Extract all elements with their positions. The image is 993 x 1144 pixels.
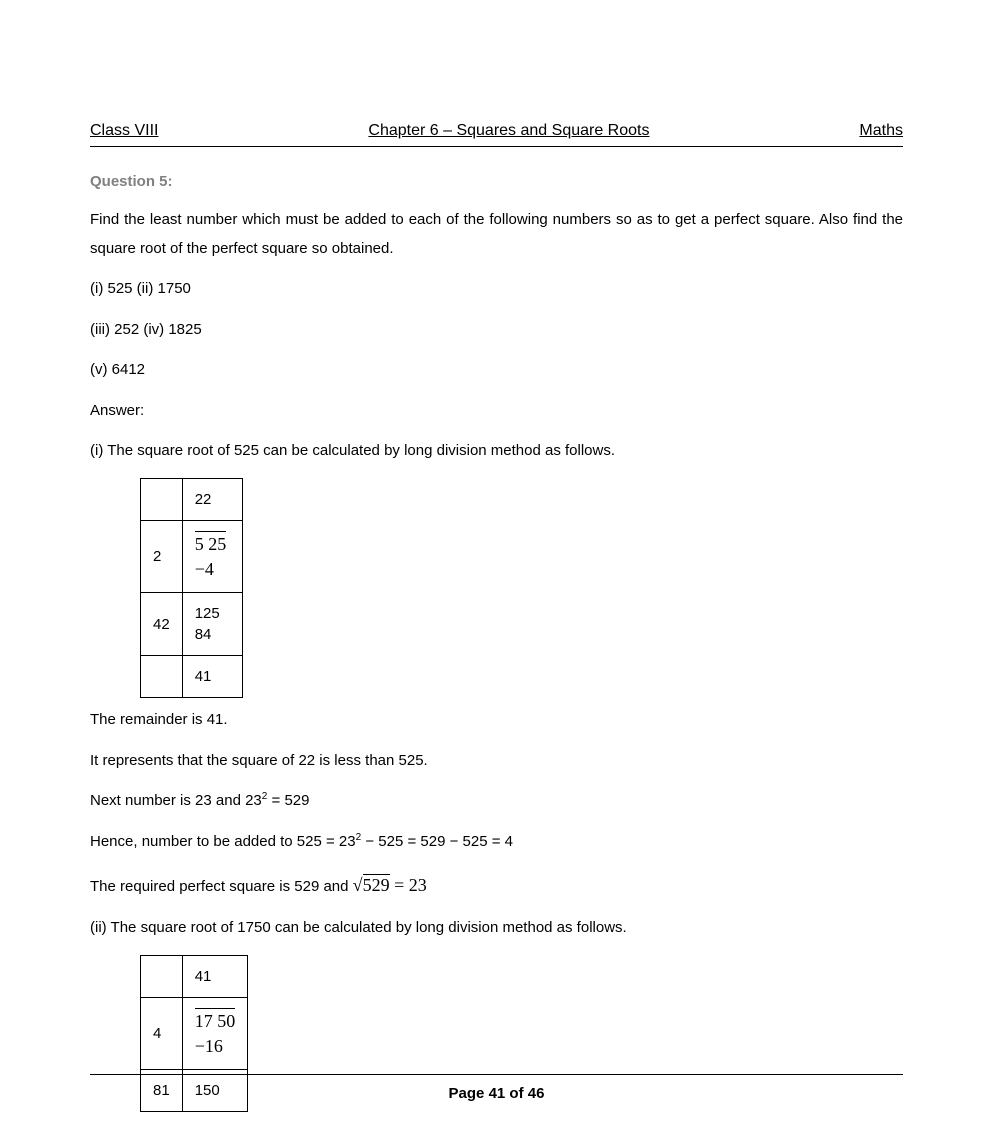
t1-r1c1 [141, 478, 183, 520]
header-class: Class VIII [90, 120, 158, 142]
question-prompt: Find the least number which must be adde… [90, 206, 903, 263]
division-table-525: 22 2 5 25 −4 42 125 84 41 [140, 478, 243, 698]
answer-label: Answer: [90, 397, 903, 426]
part-i-after1: The remainder is 41. [90, 706, 903, 735]
t1-r4c1 [141, 656, 183, 698]
t1-r2c1: 2 [141, 520, 183, 592]
question-parts-c: (v) 6412 [90, 356, 903, 385]
t2-r2c1: 4 [141, 997, 183, 1069]
question-title: Question 5: [90, 171, 903, 192]
part-i-after4: Hence, number to be added to 525 = 232 −… [90, 828, 903, 857]
page-footer: Page 41 of 46 [90, 1074, 903, 1104]
page-header: Class VIII Chapter 6 – Squares and Squar… [90, 120, 903, 147]
part-i-after5: The required perfect square is 529 and √… [90, 868, 903, 902]
question-parts-b: (iii) 252 (iv) 1825 [90, 316, 903, 345]
sqrt-icon: √529 = 23 [353, 874, 427, 895]
t1-r3c2: 125 84 [182, 593, 242, 656]
t1-r1c2: 22 [182, 478, 242, 520]
part-i-after2: It represents that the square of 22 is l… [90, 747, 903, 776]
part-ii-intro: (ii) The square root of 1750 can be calc… [90, 914, 903, 943]
part-i-intro: (i) The square root of 525 can be calcul… [90, 437, 903, 466]
t1-r4c2: 41 [182, 656, 242, 698]
t1-r3c1: 42 [141, 593, 183, 656]
part-i-after3: Next number is 23 and 232 = 529 [90, 787, 903, 816]
header-chapter: Chapter 6 – Squares and Square Roots [158, 120, 859, 142]
t2-r1c2: 41 [182, 955, 248, 997]
t1-r2c2: 5 25 −4 [182, 520, 242, 592]
page: Class VIII Chapter 6 – Squares and Squar… [0, 0, 993, 1144]
t2-r2c2: 17 50 −16 [182, 997, 248, 1069]
t2-r1c1 [141, 955, 183, 997]
header-subject: Maths [859, 120, 903, 142]
question-parts-a: (i) 525 (ii) 1750 [90, 275, 903, 304]
